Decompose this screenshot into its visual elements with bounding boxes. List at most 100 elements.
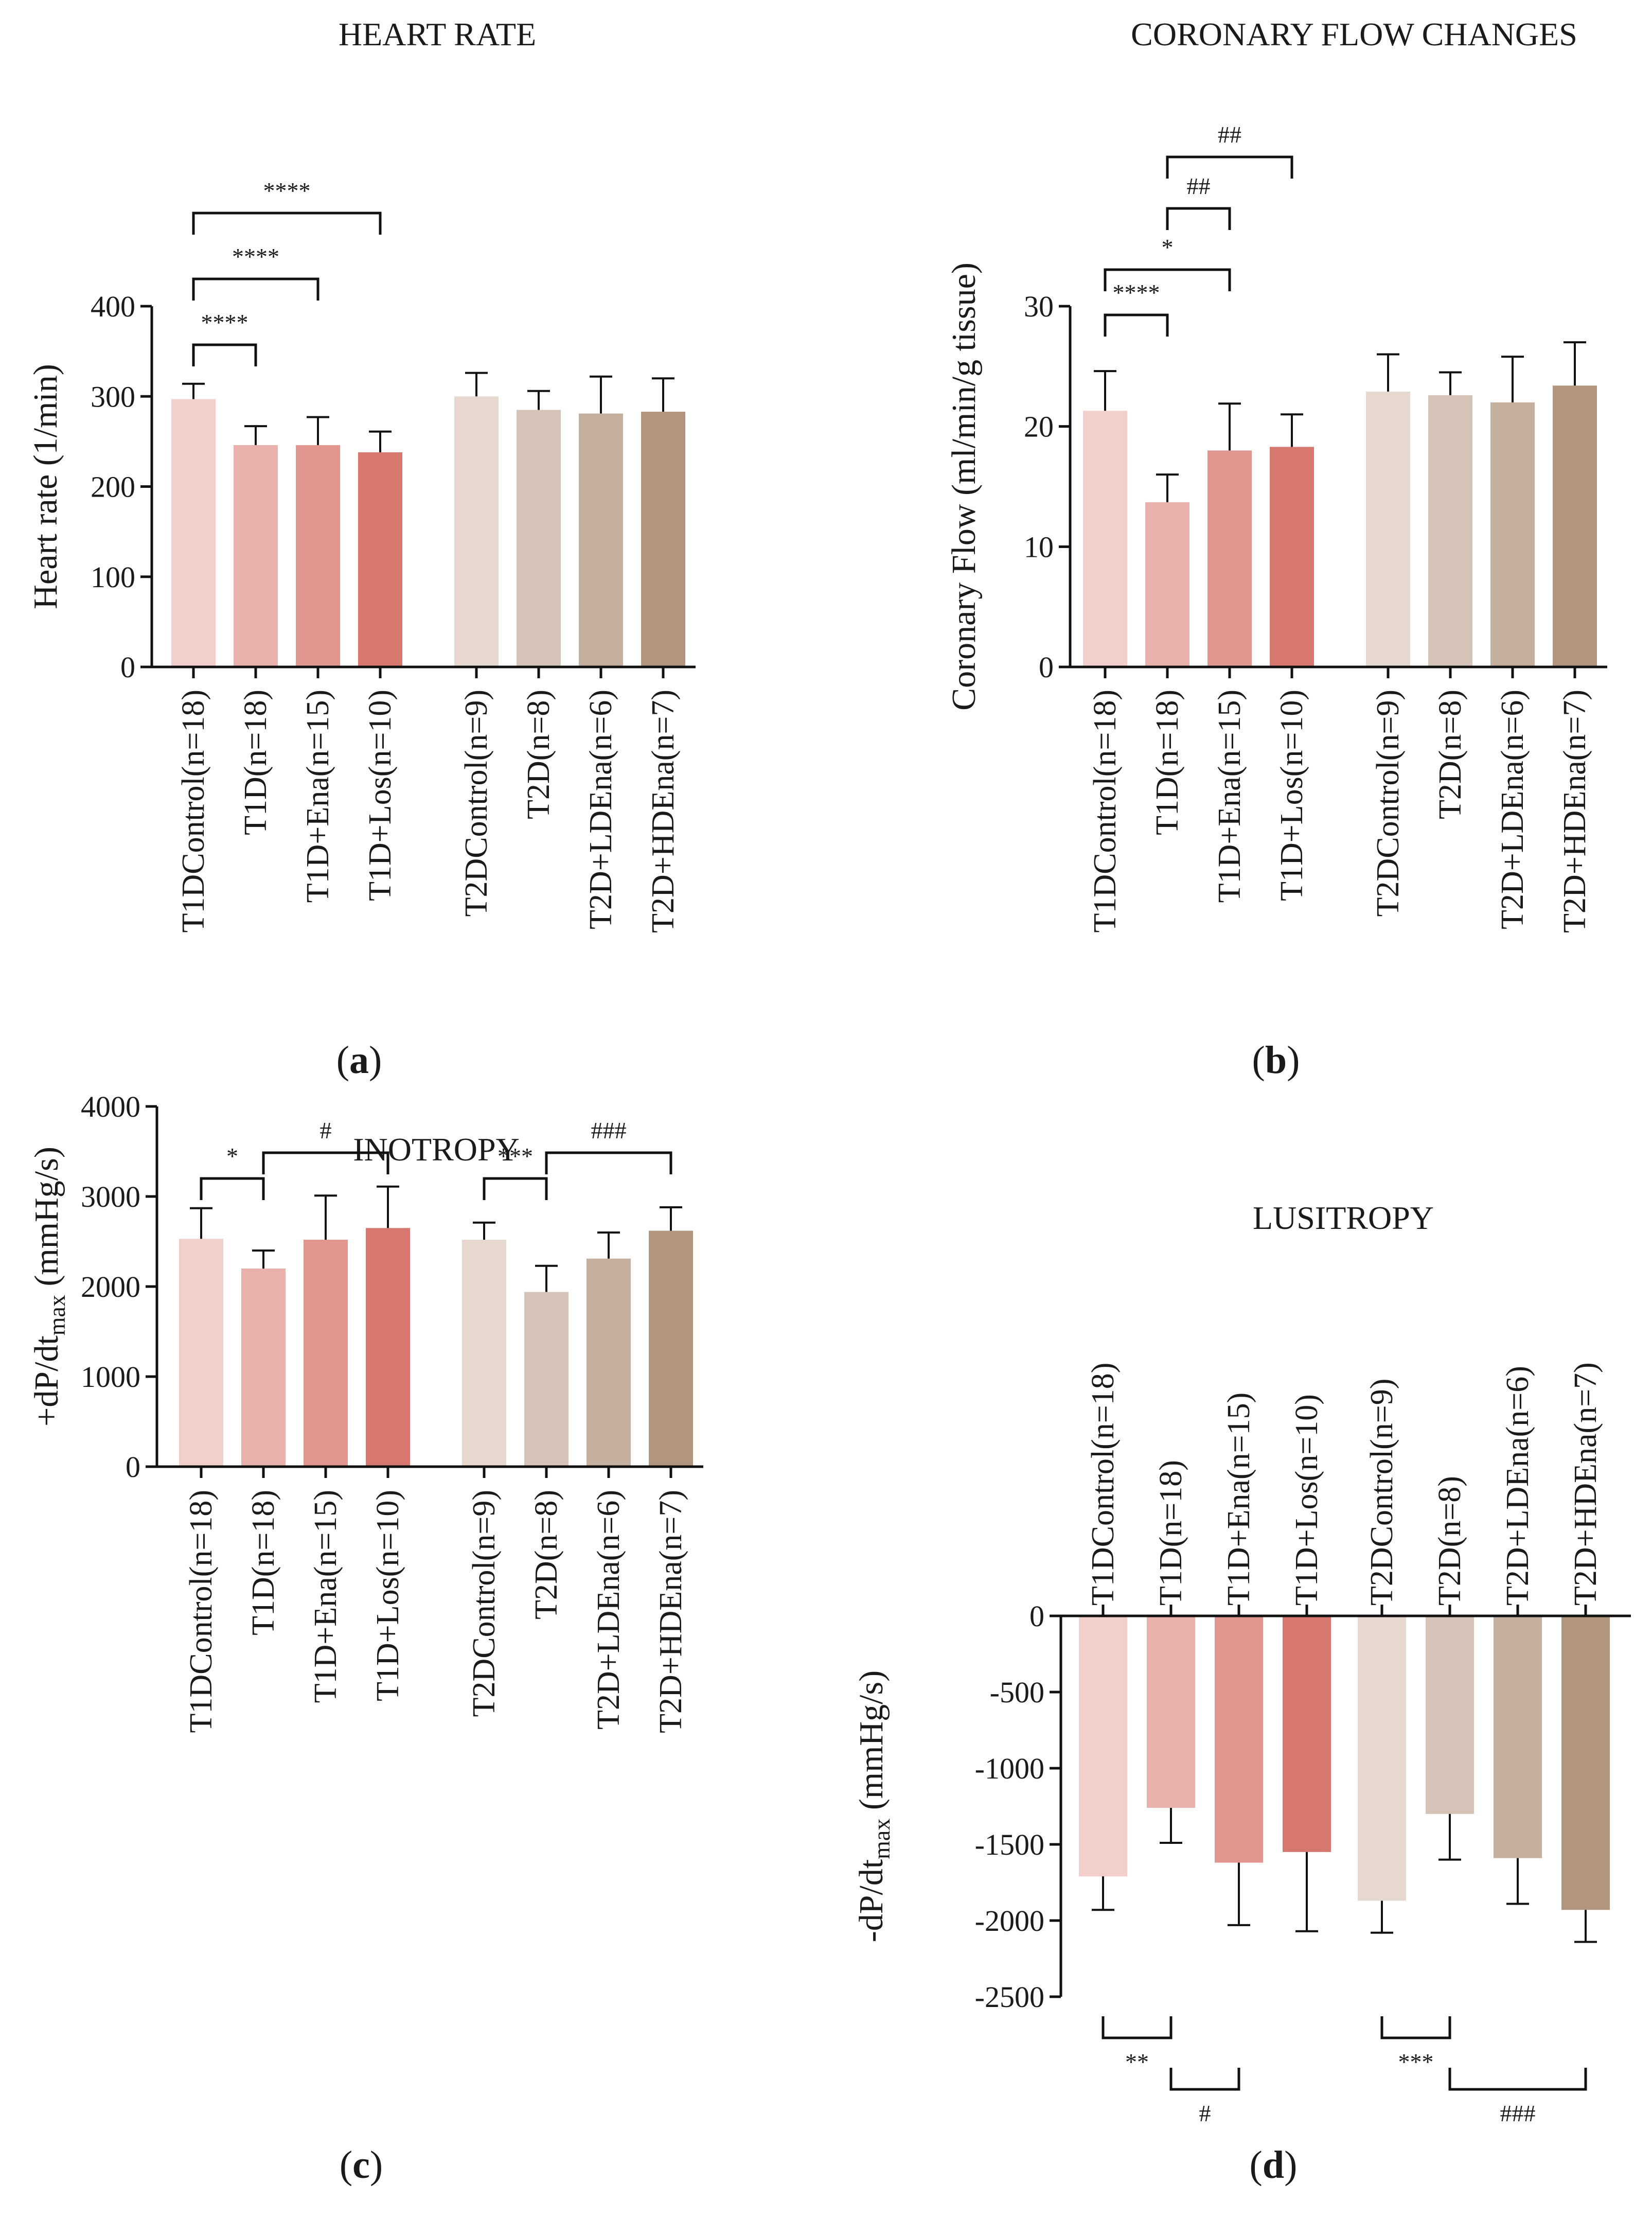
- x-tick-label: T1D+Los(n=10): [1274, 690, 1309, 901]
- y-tick-label: 30: [1024, 290, 1054, 323]
- bar: [241, 1269, 286, 1467]
- x-tick-label: T1D+Ena(n=15): [1221, 1393, 1256, 1606]
- bar: [1426, 1616, 1474, 1814]
- bar: [1494, 1616, 1542, 1858]
- significance-bracket: [483, 1177, 548, 1200]
- panel-letter-char: d: [1263, 2143, 1284, 2187]
- significance-label: *: [226, 1143, 238, 1169]
- significance-bracket: [192, 343, 257, 366]
- x-tick-label: T1D+Ena(n=15): [308, 1490, 343, 1703]
- bar: [1561, 1616, 1610, 1910]
- significance-label: ****: [263, 178, 311, 204]
- chart-heart-rate: HEART RATE 0 100 200 300 400 T1DControl(n=18) T…: [27, 16, 696, 1082]
- panel-letter-char: c: [352, 2143, 370, 2187]
- significance-label: ##: [1187, 173, 1211, 199]
- significance-label: ****: [232, 243, 279, 270]
- panel-letter: (b): [1252, 1038, 1300, 1082]
- bar: [1358, 1616, 1406, 1901]
- significance-label: ###: [1500, 2100, 1536, 2126]
- bar: [1147, 1616, 1195, 1808]
- significance-bracket: [1166, 155, 1293, 179]
- x-tick-label: T2DControl(n=9): [467, 1490, 502, 1717]
- x-tick-label: T1D+Ena(n=15): [1212, 690, 1247, 903]
- panel-letter-close: ): [1287, 1038, 1300, 1082]
- panel-letter-open: (: [340, 2143, 352, 2187]
- y-axis-label-main: Coronary Flow (ml/min/g tissue): [945, 262, 983, 711]
- significance-bracket: [1166, 207, 1231, 230]
- y-tick-label: 0: [126, 1450, 140, 1484]
- significance-bracket: [1102, 2016, 1173, 2039]
- y-tick-label: 0: [1029, 1599, 1044, 1633]
- x-tick-label: T1D(n=18): [246, 1490, 281, 1635]
- x-tick-label: T1D(n=18): [238, 690, 273, 835]
- x-tick-label: T2D(n=8): [529, 1490, 564, 1620]
- x-tick-label: T2DControl(n=9): [1364, 1379, 1399, 1606]
- bar: [462, 1240, 506, 1467]
- chart-title: CORONARY FLOW CHANGES: [1131, 16, 1577, 52]
- bar: [1145, 502, 1189, 667]
- x-tick-label: T2D+HDEna(n=7): [1557, 690, 1592, 933]
- significance-label: ***: [1398, 2049, 1434, 2075]
- bar: [1270, 447, 1314, 667]
- significance-label: ***: [498, 1143, 533, 1169]
- bar: [1083, 411, 1127, 667]
- x-tick-label: T2D(n=8): [1432, 1476, 1467, 1606]
- chart-inotropy: INOTROPY 0 1000 2000 3000 4000 T1DControl(n=18…: [28, 1090, 703, 2187]
- y-tick-label: 0: [1039, 650, 1054, 684]
- y-tick-label: -1500: [975, 1828, 1044, 1861]
- x-tick-label: T1D(n=18): [1150, 690, 1185, 835]
- bar: [649, 1230, 693, 1467]
- bar: [587, 1258, 631, 1467]
- x-tick-label: T2DControl(n=9): [1371, 690, 1406, 917]
- significance-bracket: [262, 1151, 389, 1174]
- bar: [1490, 402, 1535, 667]
- panel-letter-close: ): [369, 1038, 382, 1082]
- x-tick-label: T1D+Ena(n=15): [300, 690, 335, 903]
- significance-label: #: [320, 1117, 332, 1143]
- x-tick-label: T1DControl(n=18): [184, 1490, 219, 1733]
- bar: [524, 1292, 569, 1467]
- bar: [1207, 450, 1252, 667]
- y-axis-label-main: -dP/dt: [852, 1859, 890, 1942]
- y-axis-label: +dP/dtmax (mmHg/s): [28, 1147, 70, 1427]
- x-tick-label: T1D(n=18): [1153, 1460, 1188, 1606]
- significance-bracket: [1104, 268, 1231, 291]
- y-tick-label: 3000: [81, 1180, 140, 1213]
- y-axis-label: Heart rate (1/min): [27, 364, 64, 609]
- bar: [1079, 1616, 1127, 1877]
- panel-letter: (a): [336, 1038, 382, 1082]
- panel-letter: (c): [340, 2143, 383, 2187]
- y-tick-label: 400: [91, 290, 135, 323]
- x-tick-label: T2D+LDEna(n=6): [1495, 690, 1530, 929]
- significance-bracket: [1169, 2068, 1240, 2091]
- y-tick-label: 10: [1024, 530, 1054, 564]
- bar: [454, 396, 499, 667]
- y-tick-label: 300: [91, 380, 135, 413]
- y-tick-label: 200: [91, 470, 135, 504]
- bar: [1283, 1616, 1331, 1852]
- bar: [234, 445, 278, 667]
- x-tick-label: T2D+LDEna(n=6): [1500, 1366, 1535, 1606]
- x-tick-label: T1D+Los(n=10): [1289, 1394, 1324, 1606]
- significance-label: *: [1162, 234, 1174, 260]
- panel-letter: (d): [1250, 2143, 1298, 2187]
- significance-bracket: [192, 212, 382, 235]
- y-tick-label: 2000: [81, 1270, 140, 1304]
- y-tick-label: 0: [120, 650, 135, 684]
- panel-letter-close: ): [1284, 2143, 1297, 2187]
- x-tick-label: T2D(n=8): [521, 690, 556, 819]
- significance-bracket: [1380, 2016, 1451, 2039]
- y-axis-label-unit: (mmHg/s): [28, 1147, 65, 1295]
- chart-title: LUSITROPY: [1253, 1200, 1434, 1236]
- x-tick-label: T1D+Los(n=10): [370, 1490, 405, 1701]
- bar: [1553, 385, 1597, 667]
- significance-bracket: [1448, 2068, 1587, 2091]
- x-tick-label: T2D+HDEna(n=7): [646, 690, 681, 933]
- bar: [296, 445, 340, 667]
- y-tick-label: 20: [1024, 410, 1054, 444]
- x-tick-label: T1D+Los(n=10): [363, 690, 398, 901]
- x-tick-label: T1DControl(n=18): [1086, 1363, 1121, 1606]
- panel-letter-char: b: [1265, 1038, 1287, 1082]
- chart-lusitropy: LUSITROPY 0 -500 -1000 -1500 -2000 -2500 T1DCon…: [852, 1200, 1631, 2187]
